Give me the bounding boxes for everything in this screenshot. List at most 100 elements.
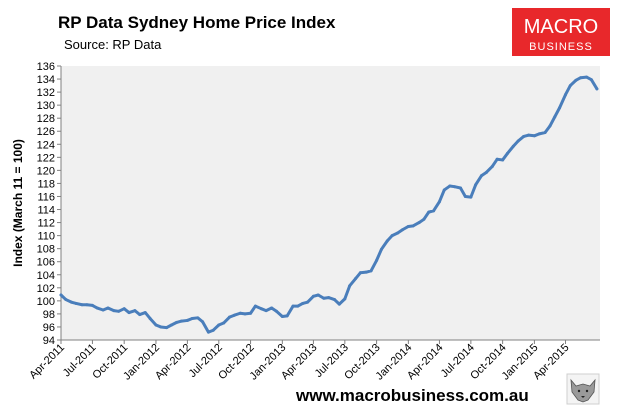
- y-tick-label: 108: [37, 244, 55, 256]
- data-point: [196, 316, 200, 320]
- y-tick-label: 126: [37, 126, 55, 138]
- data-point: [516, 139, 520, 143]
- data-point: [301, 301, 305, 305]
- data-point: [143, 311, 147, 315]
- data-point: [274, 309, 278, 313]
- y-axis-ticks: 9496981001021041061081101121141161181201…: [37, 61, 61, 347]
- data-point: [390, 234, 394, 238]
- data-point: [522, 134, 526, 138]
- y-tick-label: 102: [37, 283, 55, 295]
- data-point: [343, 297, 347, 301]
- y-tick-label: 96: [43, 322, 55, 334]
- y-axis-label: Index (March 11 = 100): [11, 139, 25, 267]
- chart-subtitle: Source: RP Data: [64, 37, 162, 52]
- data-point: [306, 300, 310, 304]
- data-point: [480, 174, 484, 178]
- y-tick-label: 122: [37, 152, 55, 164]
- data-point: [311, 294, 315, 298]
- logo-background: [512, 8, 610, 56]
- data-point: [543, 131, 547, 135]
- data-point: [406, 224, 410, 228]
- data-point: [364, 270, 368, 274]
- plot-area: [61, 66, 600, 340]
- data-point: [259, 307, 263, 311]
- y-tick-label: 100: [37, 296, 55, 308]
- data-point: [106, 306, 110, 310]
- data-point: [332, 298, 336, 302]
- data-point: [185, 318, 189, 322]
- data-point: [222, 321, 226, 325]
- y-tick-label: 114: [37, 205, 55, 217]
- data-point: [422, 217, 426, 221]
- data-point: [90, 303, 94, 307]
- data-point: [69, 300, 73, 304]
- footer-url[interactable]: www.macrobusiness.com.au: [295, 386, 529, 405]
- data-point: [501, 158, 505, 162]
- wolf-head-icon: [566, 373, 600, 405]
- data-point: [169, 323, 173, 327]
- data-point: [495, 157, 499, 161]
- data-point: [232, 313, 236, 317]
- logo-line-1: MACRO: [524, 16, 598, 38]
- data-point: [322, 296, 326, 300]
- data-point: [253, 304, 257, 308]
- data-point: [469, 195, 473, 199]
- chart-title: RP Data Sydney Home Price Index: [58, 13, 336, 32]
- data-point: [148, 316, 152, 320]
- data-point: [175, 320, 179, 324]
- data-point: [59, 293, 63, 297]
- data-point: [316, 293, 320, 297]
- data-point: [563, 93, 567, 97]
- data-point: [537, 132, 541, 136]
- data-point: [264, 309, 268, 313]
- data-point: [127, 311, 131, 315]
- data-point: [138, 313, 142, 317]
- y-tick-label: 136: [37, 61, 55, 73]
- data-point: [358, 271, 362, 275]
- data-point: [249, 311, 253, 315]
- data-point: [369, 269, 373, 273]
- data-point: [568, 84, 572, 88]
- data-point: [80, 303, 84, 307]
- data-point: [291, 304, 295, 308]
- data-point: [379, 247, 383, 251]
- data-point: [64, 298, 68, 302]
- data-point: [95, 306, 99, 310]
- data-point: [217, 323, 221, 327]
- y-tick-label: 128: [37, 113, 55, 125]
- data-point: [354, 277, 358, 281]
- data-point: [411, 224, 415, 228]
- y-tick-label: 124: [37, 139, 55, 151]
- data-point: [448, 184, 452, 188]
- data-point: [101, 308, 105, 312]
- data-point: [437, 200, 441, 204]
- data-point: [548, 124, 552, 128]
- data-point: [490, 164, 494, 168]
- data-point: [285, 314, 289, 318]
- data-point: [211, 328, 215, 332]
- data-point: [553, 115, 557, 119]
- data-point: [463, 194, 467, 198]
- data-point: [327, 296, 331, 300]
- data-point: [375, 258, 379, 262]
- x-axis-ticks: Apr-2011Jul-2011Oct-2011Jan-2012Apr-2012…: [27, 340, 572, 383]
- data-point: [385, 239, 389, 243]
- data-point: [396, 231, 400, 235]
- data-point: [558, 106, 562, 110]
- data-point: [574, 78, 578, 82]
- data-point: [505, 151, 509, 155]
- data-point: [589, 78, 593, 82]
- data-point: [453, 185, 457, 189]
- data-point: [511, 144, 515, 148]
- logo-line-2: BUSINESS: [529, 41, 593, 53]
- y-tick-label: 118: [37, 178, 55, 190]
- data-point: [348, 284, 352, 288]
- data-point: [243, 312, 247, 316]
- data-point: [180, 319, 184, 323]
- data-point: [270, 306, 274, 310]
- data-point: [595, 87, 599, 91]
- y-tick-label: 134: [37, 74, 55, 86]
- data-point: [337, 302, 341, 306]
- data-point: [585, 75, 589, 79]
- data-point: [159, 325, 163, 329]
